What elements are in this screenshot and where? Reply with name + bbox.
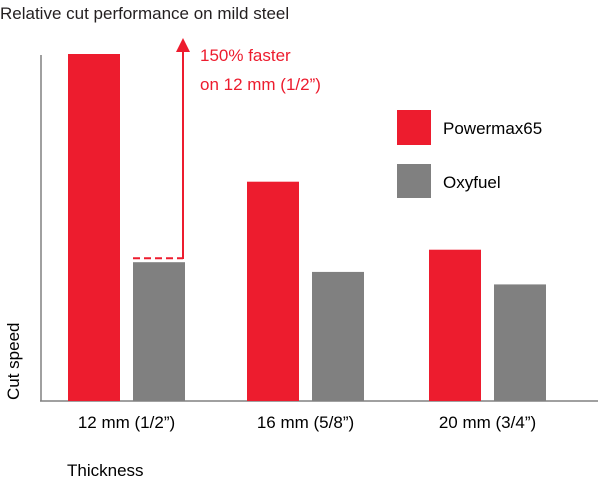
legend-swatch-powermax65	[397, 110, 431, 145]
legend-label-powermax65: Powermax65	[443, 119, 542, 138]
bar-powermax65-3	[429, 249, 481, 401]
x-tick-label: 12 mm (1/2”)	[78, 413, 175, 432]
chart-title: Relative cut performance on mild steel	[0, 4, 289, 23]
annotation: 150% faster on 12 mm (1/2”)	[133, 38, 321, 260]
x-tick-label: 20 mm (3/4”)	[439, 413, 536, 432]
annotation-line2: on 12 mm (1/2”)	[200, 75, 321, 94]
x-axis-label: Thickness	[67, 461, 144, 480]
x-tick-label: 16 mm (5/8”)	[257, 413, 354, 432]
arrow-up-icon	[176, 38, 190, 52]
legend: Powermax65 Oxyfuel	[397, 110, 542, 198]
bar-powermax65-1	[68, 54, 120, 401]
annotation-line1: 150% faster	[200, 46, 291, 65]
legend-swatch-oxyfuel	[397, 164, 431, 198]
bar-oxyfuel-1	[133, 262, 185, 401]
legend-label-oxyfuel: Oxyfuel	[443, 173, 501, 192]
bar-powermax65-2	[247, 181, 299, 401]
y-axis-label: Cut speed	[4, 323, 23, 401]
bar-oxyfuel-3	[494, 284, 546, 401]
bar-oxyfuel-2	[312, 271, 364, 401]
